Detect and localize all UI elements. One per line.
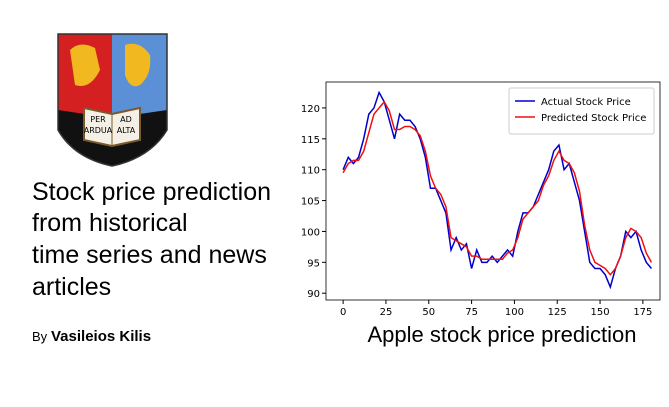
x-tick-label: 75: [465, 307, 478, 318]
title-line: time series and news: [32, 241, 267, 269]
chart: 90 95 100 105 110 115 120 0 25 50 75 100 125 150 175 Ac…: [301, 81, 661, 318]
plot-frame: [325, 81, 661, 301]
x-tick-label: 25: [380, 307, 393, 318]
x-tick-label: 175: [633, 307, 652, 318]
motto: ARDUA: [84, 126, 113, 135]
author-name: Vasileios Kilis: [51, 328, 151, 345]
crest: PER ARDUA AD ALTA: [57, 33, 168, 167]
author-prefix: By: [32, 329, 48, 344]
y-tick-label: 105: [301, 197, 320, 208]
y-tick-label: 100: [301, 227, 320, 238]
y-tick-label: 120: [301, 104, 320, 115]
caption: Apple stock price prediction: [367, 322, 636, 347]
y-tick-label: 95: [307, 258, 320, 269]
title-line: from historical: [32, 209, 188, 237]
motto: ALTA: [117, 126, 136, 135]
motto: PER: [90, 115, 106, 124]
x-tick-label: 0: [340, 307, 346, 318]
title-line: Stock price prediction: [32, 178, 271, 206]
legend-label: Predicted Stock Price: [541, 113, 646, 124]
x-tick-label: 50: [422, 307, 435, 318]
crest-outline: [57, 33, 168, 167]
lion: [70, 44, 100, 86]
legend-box: [508, 87, 655, 135]
y-tick-label: 90: [307, 289, 320, 300]
x-tick-label: 125: [548, 307, 567, 318]
y-tick-label: 110: [301, 166, 320, 177]
series-line: [342, 100, 653, 276]
title-line: articles: [32, 273, 111, 301]
motto: AD: [120, 115, 132, 124]
legend-label: Actual Stock Price: [541, 97, 631, 108]
mermaid: [125, 43, 151, 87]
series-line: [342, 90, 653, 290]
y-tick-label: 115: [301, 135, 320, 146]
x-tick-label: 150: [591, 307, 610, 318]
x-tick-label: 100: [505, 307, 524, 318]
